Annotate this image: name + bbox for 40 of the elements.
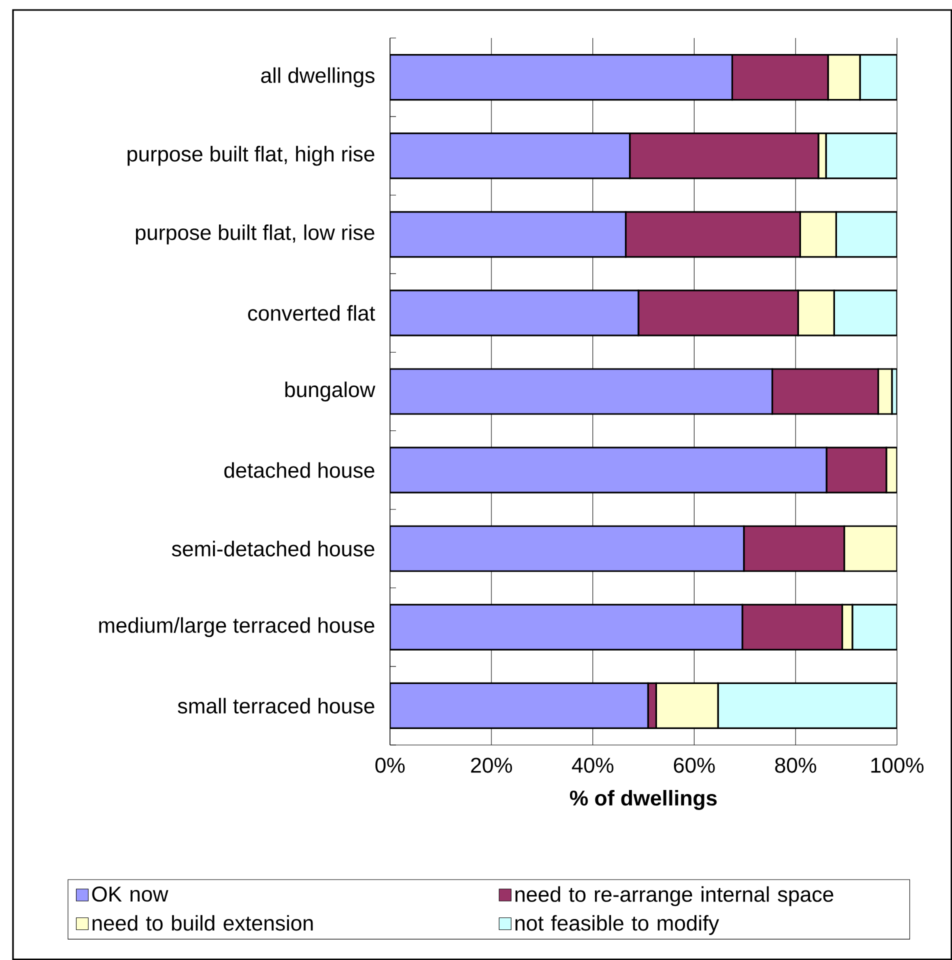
x-tick-label: 20% — [471, 758, 512, 773]
bar — [833, 290, 897, 336]
bar — [390, 211, 627, 258]
y-tick-label: bungalow — [285, 382, 376, 402]
bar — [390, 368, 774, 415]
bar — [799, 211, 837, 258]
legend-label: OK now — [92, 886, 168, 902]
y-tick-label: small terraced house — [178, 698, 374, 714]
bar — [390, 604, 744, 650]
legend-label: need to re-arrange internal space — [515, 886, 834, 906]
bar — [390, 446, 828, 494]
bar — [843, 525, 897, 572]
y-tick-label: purpose built flat, low rise — [136, 224, 374, 244]
bar — [390, 290, 640, 336]
y-tick-label: semi-detached house — [172, 540, 374, 556]
bar — [852, 604, 897, 650]
bar — [835, 211, 897, 258]
bar — [859, 54, 897, 101]
x-tick-label: 40% — [572, 758, 614, 773]
bar — [825, 132, 897, 180]
bar — [655, 682, 719, 730]
bar — [717, 682, 897, 730]
y-tick-label: detached house — [224, 462, 374, 478]
x-tick-label: 60% — [674, 758, 715, 773]
x-tick-label: 100% — [871, 758, 924, 773]
y-tick-label: medium/large terraced house — [99, 617, 374, 638]
bar — [390, 54, 734, 101]
legend-label: need to build extension — [92, 915, 313, 931]
x-axis-title: % of dwellings — [570, 790, 717, 810]
bar — [390, 132, 631, 180]
x-tick-label: 0% — [375, 758, 405, 773]
bar — [797, 290, 835, 336]
bar — [390, 682, 649, 730]
y-tick-label: all dwellings — [261, 67, 374, 88]
y-tick-label: converted flat — [248, 305, 376, 321]
legend-label: not feasible to modify — [515, 915, 720, 935]
x-tick-label: 80% — [775, 758, 816, 773]
bar — [390, 525, 745, 572]
y-tick-label: purpose built flat, high rise — [128, 146, 374, 166]
bar — [827, 54, 861, 101]
